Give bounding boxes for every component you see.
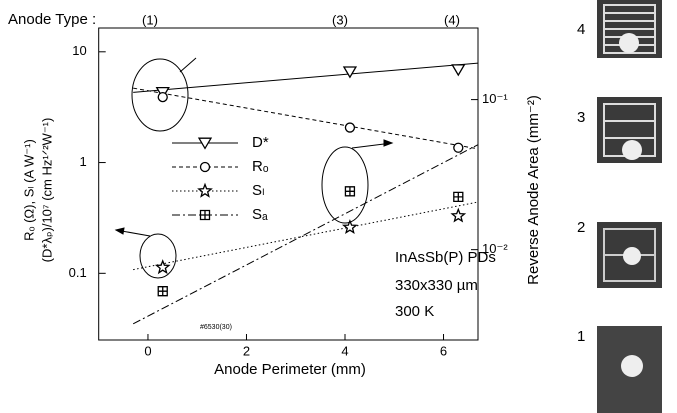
y2-tick-label: 10⁻² xyxy=(482,241,508,256)
image-label: 1 xyxy=(577,328,585,345)
y2-axis-label: Reverse Anode Area (mm⁻²) xyxy=(525,95,542,285)
fit-line xyxy=(132,144,479,325)
anode-images: 4 3 2 1 xyxy=(577,0,662,413)
legend-marker xyxy=(197,137,213,150)
data-point xyxy=(453,191,464,203)
arrow-head xyxy=(114,227,125,235)
data-point xyxy=(453,142,464,153)
legend-label: Rₒ xyxy=(252,158,269,175)
anode-grid xyxy=(603,4,656,54)
anode-dot xyxy=(622,140,642,160)
y-tick-label: 10 xyxy=(72,43,86,58)
anode-dot xyxy=(623,247,641,265)
data-point xyxy=(342,66,358,79)
x-tick-label: 6 xyxy=(440,343,447,358)
top-label: Anode Type : xyxy=(8,11,96,28)
legend-label: D* xyxy=(252,134,269,151)
legend-marker xyxy=(199,161,211,173)
image-label: 2 xyxy=(577,219,585,236)
legend-label: Sₗ xyxy=(252,182,265,199)
legend-label: Sₐ xyxy=(252,206,268,223)
sample-id: #6530(30) xyxy=(200,324,232,331)
image-label: 3 xyxy=(577,109,585,126)
x-axis-label: Anode Perimeter (mm) xyxy=(214,361,366,378)
arrow-head xyxy=(383,139,394,147)
callout-arrow xyxy=(179,57,197,73)
anode-label: (4) xyxy=(444,12,460,27)
y-tick-label: 0.1 xyxy=(69,265,87,280)
data-point xyxy=(344,122,356,133)
data-point xyxy=(154,259,171,275)
annotation: 330x330 µm xyxy=(395,277,478,294)
callout-ellipse xyxy=(321,146,369,224)
callouts xyxy=(114,57,394,279)
fit-line xyxy=(133,201,479,271)
data-point xyxy=(157,91,168,103)
x-tick-label: 2 xyxy=(243,343,250,358)
fit-line xyxy=(133,62,479,93)
anode-dot xyxy=(619,33,639,53)
anode-label: (1) xyxy=(142,12,158,27)
y-tick-label: 1 xyxy=(79,154,86,169)
anode-dot xyxy=(621,355,643,377)
data-point xyxy=(451,64,466,77)
x-tick-label: 0 xyxy=(144,343,151,358)
y2-tick-label: 10⁻¹ xyxy=(482,91,508,106)
fit-line xyxy=(133,87,479,150)
data-point xyxy=(157,286,168,297)
anode-label: (3) xyxy=(332,12,348,27)
plot-frame xyxy=(98,27,479,341)
annotation: 300 K xyxy=(395,303,434,320)
data-point xyxy=(450,207,467,223)
callout-ellipse xyxy=(131,58,189,132)
y-axis-label: Rₒ (Ω), Sₗ (A W⁻¹) xyxy=(21,139,36,241)
x-tick-label: 4 xyxy=(341,343,348,358)
annotation: InAsSb(P) PDs xyxy=(395,249,496,266)
data-point xyxy=(344,186,356,197)
legend-marker xyxy=(197,182,213,198)
legend-marker xyxy=(199,209,211,221)
callout-ellipse xyxy=(139,233,177,279)
y-axis-label: (D*λₚ)/10⁷ (cm Hz¹ᐟ²W⁻¹) xyxy=(39,118,54,263)
image-label: 4 xyxy=(577,21,585,38)
data-point xyxy=(341,219,358,235)
